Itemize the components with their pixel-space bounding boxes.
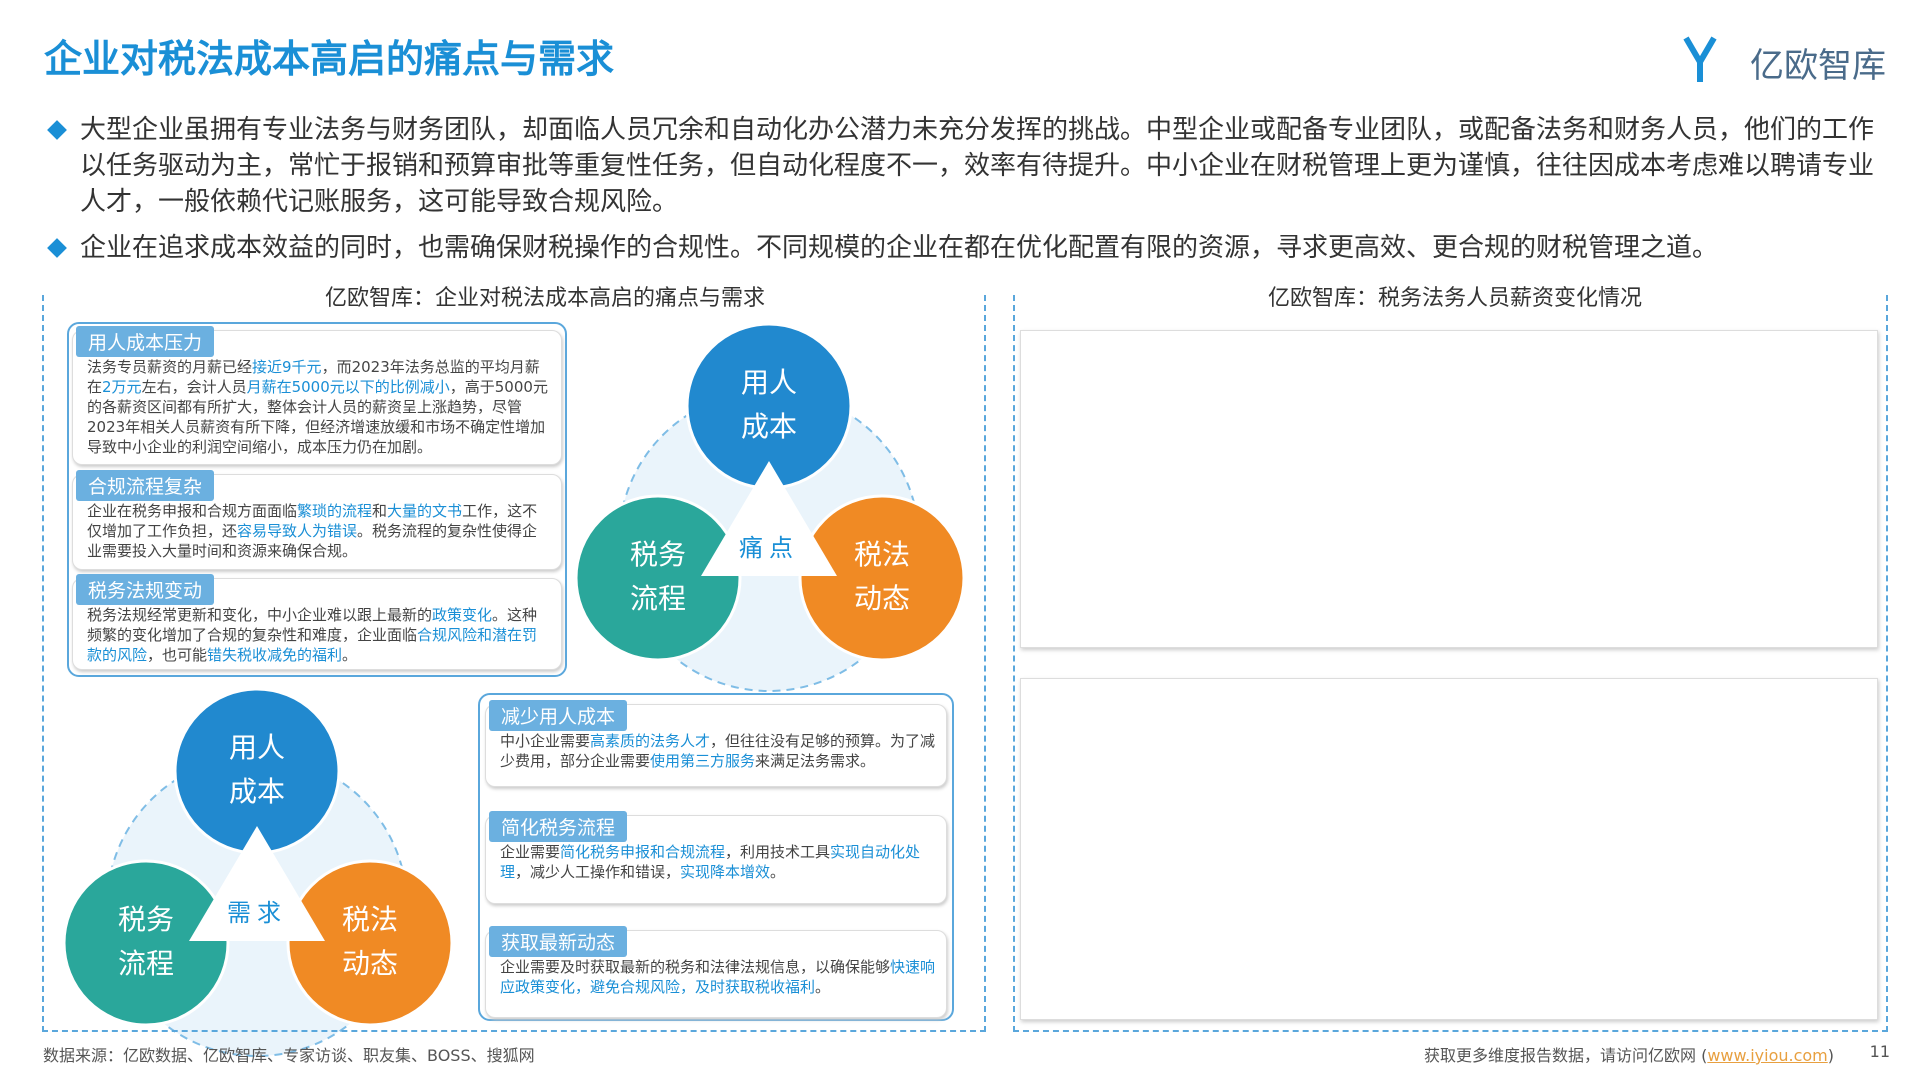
card-tag: 用人成本压力 (76, 326, 215, 357)
card-text: ，利用技术工具 (725, 843, 831, 861)
card-text: ，也可能 (147, 646, 208, 664)
card-text: 。 (342, 646, 358, 664)
circle-label: 动态 (342, 947, 398, 980)
circle-label: 税法 (342, 903, 398, 936)
card-text: 。这种频繁的变化增加了合规的复杂性和难度，企业面临 (87, 606, 538, 644)
circle-label: 税法 (854, 538, 910, 571)
card-tag: 税务法规变动 (76, 574, 215, 605)
card-text: 税务法规经常更新和变化，中小企业难以跟上最新的 (87, 606, 433, 624)
circle-label: 用人 (741, 366, 797, 399)
card-text: 法务专员薪资的月薪已经 (87, 358, 253, 376)
bullet-text: 大型企业虽拥有专业法务与财务团队，却面临人员冗余和自动化办公潜力未充分发挥的挑战… (80, 115, 1875, 217)
source-note: 数据来源：亿欧数据、亿欧智库、专家访谈、职友集、BOSS、搜狐网 (43, 1046, 535, 1065)
card-text: 左右，会计人员 (141, 378, 247, 396)
diagram-triangle (189, 826, 325, 941)
right-panel (1013, 295, 1888, 1032)
circle-label: 成本 (229, 775, 285, 808)
card-tag: 合规流程复杂 (76, 470, 215, 501)
highlight-text: 政策变化 (432, 606, 493, 624)
highlight-text: 合规风险和潜在罚款的风险 (87, 626, 538, 664)
highlight-text: 高素质的法务人才 (590, 732, 711, 750)
circle-label: 用人 (229, 731, 285, 764)
highlight-text: 2万元 (102, 378, 142, 396)
footer-text: ) (1827, 1046, 1834, 1065)
highlight-text: 月薪在5000元以下的比例减小 (246, 378, 450, 396)
highlight-text: 接近9千元 (252, 358, 322, 376)
card-text: 工作，这不仅增加了工作负担，还 (87, 502, 538, 540)
logo-icon (1683, 36, 1717, 82)
card-body: 企业在税务申报和合规方面面临繁琐的流程和大量的文书工作，这不仅增加了工作负担，还… (87, 501, 551, 561)
card-text: 和 (372, 502, 388, 520)
bullet-diamond (47, 120, 67, 140)
diagram-circle (798, 494, 966, 662)
card-text: 来满足法务需求。 (755, 752, 876, 770)
highlight-text: 简化税务申报和合规流程 (560, 843, 726, 861)
chart-box (1020, 330, 1878, 648)
card-body: 企业需要简化税务申报和合规流程，利用技术工具实现自动化处理，减少人工操作和错误，… (500, 842, 936, 882)
card-body: 企业需要及时获取最新的税务和法律法规信息，以确保能够快速响应政策变化，避免合规风… (500, 957, 936, 997)
highlight-text: 实现自动化处理 (500, 843, 921, 881)
card-body: 中小企业需要高素质的法务人才，但往往没有足够的预算。为了减少费用，部分企业需要使… (500, 731, 936, 771)
circle-label: 税务 (630, 538, 686, 571)
card-text: 。 (815, 978, 831, 996)
card-text: 中小企业需要 (500, 732, 591, 750)
circle-label: 动态 (854, 582, 910, 615)
card: 中小企业需要高素质的法务人才，但往往没有足够的预算。为了减少费用，部分企业需要使… (485, 704, 947, 787)
card-tag: 减少用人成本 (489, 700, 628, 731)
footer-link[interactable]: www.iyiou.com (1707, 1046, 1828, 1065)
diagram-triangle (701, 461, 837, 576)
diagram-circle (574, 494, 742, 662)
highlight-text: 大量的文书 (387, 502, 463, 520)
bullet-diamond (47, 238, 67, 258)
chart-box (1020, 678, 1878, 1020)
card-text: 企业需要及时获取最新的税务和法律法规信息，以确保能够 (500, 958, 891, 976)
footer-link-line: 获取更多维度报告数据，请访问亿欧网 (www.iyiou.com) (1424, 1042, 1834, 1066)
highlight-text: 快速响应政策变化，避免合规风险，及时获取税收福利 (500, 958, 936, 996)
highlight-text: 繁琐的流程 (297, 502, 373, 520)
page-title: 企业对税法成本高启的痛点与需求 (44, 37, 615, 81)
highlight-text: 错失税收减免的福利 (207, 646, 343, 664)
card-text: 。税务流程的复杂性使得企业需要投入大量时间和资源来确保合规。 (87, 522, 538, 560)
card-tag: 简化税务流程 (489, 811, 628, 842)
card-text: ，高于5000元的各薪资区间都有所扩大，整体会计人员的薪资呈上涨趋势，尽管202… (87, 378, 548, 456)
footer-text: 获取更多维度报告数据，请访问亿欧网 ( (1423, 1046, 1708, 1065)
card-text: 企业需要 (500, 843, 561, 861)
logo: 亿欧智库 (1750, 46, 1886, 86)
panel-title: 亿欧智库：税务法务人员薪资变化情况 (1249, 280, 1661, 312)
card-body: 税务法规经常更新和变化，中小企业难以跟上最新的政策变化。这种频繁的变化增加了合规… (87, 605, 551, 665)
highlight-text: 实现降本增效 (680, 863, 771, 881)
page-number: 11 (1869, 1042, 1890, 1061)
card-text: ，但往往没有足够的预算。为了减少费用，部分企业需要 (500, 732, 936, 770)
circle-label: 成本 (741, 410, 797, 443)
diagram-circle (286, 859, 454, 1027)
circle-label: 流程 (118, 947, 174, 980)
card-text: 企业在税务申报和合规方面面临 (87, 502, 298, 520)
highlight-text: 使用第三方服务 (650, 752, 756, 770)
diagram-circle (62, 859, 230, 1027)
left-panel (42, 295, 986, 1032)
bullet-text: 企业在追求成本效益的同时，也需确保财税操作的合规性。不同规模的企业在都在优化配置… (80, 233, 1719, 263)
card-text: ，而2023年法务总监的平均月薪在 (87, 358, 540, 396)
card-text: ，减少人工操作和错误， (515, 863, 681, 881)
card-body: 法务专员薪资的月薪已经接近9千元，而2023年法务总监的平均月薪在2万元左右，会… (87, 357, 551, 457)
card-text: 。 (770, 863, 786, 881)
highlight-text: 容易导致人为错误 (237, 522, 358, 540)
circle-label: 税务 (118, 903, 174, 936)
center-label: 痛点 (739, 534, 799, 562)
circle-label: 流程 (630, 582, 686, 615)
center-label: 需求 (227, 899, 287, 927)
panel-title: 亿欧智库：企业对税法成本高启的痛点与需求 (306, 280, 784, 312)
card-tag: 获取最新动态 (489, 926, 628, 957)
